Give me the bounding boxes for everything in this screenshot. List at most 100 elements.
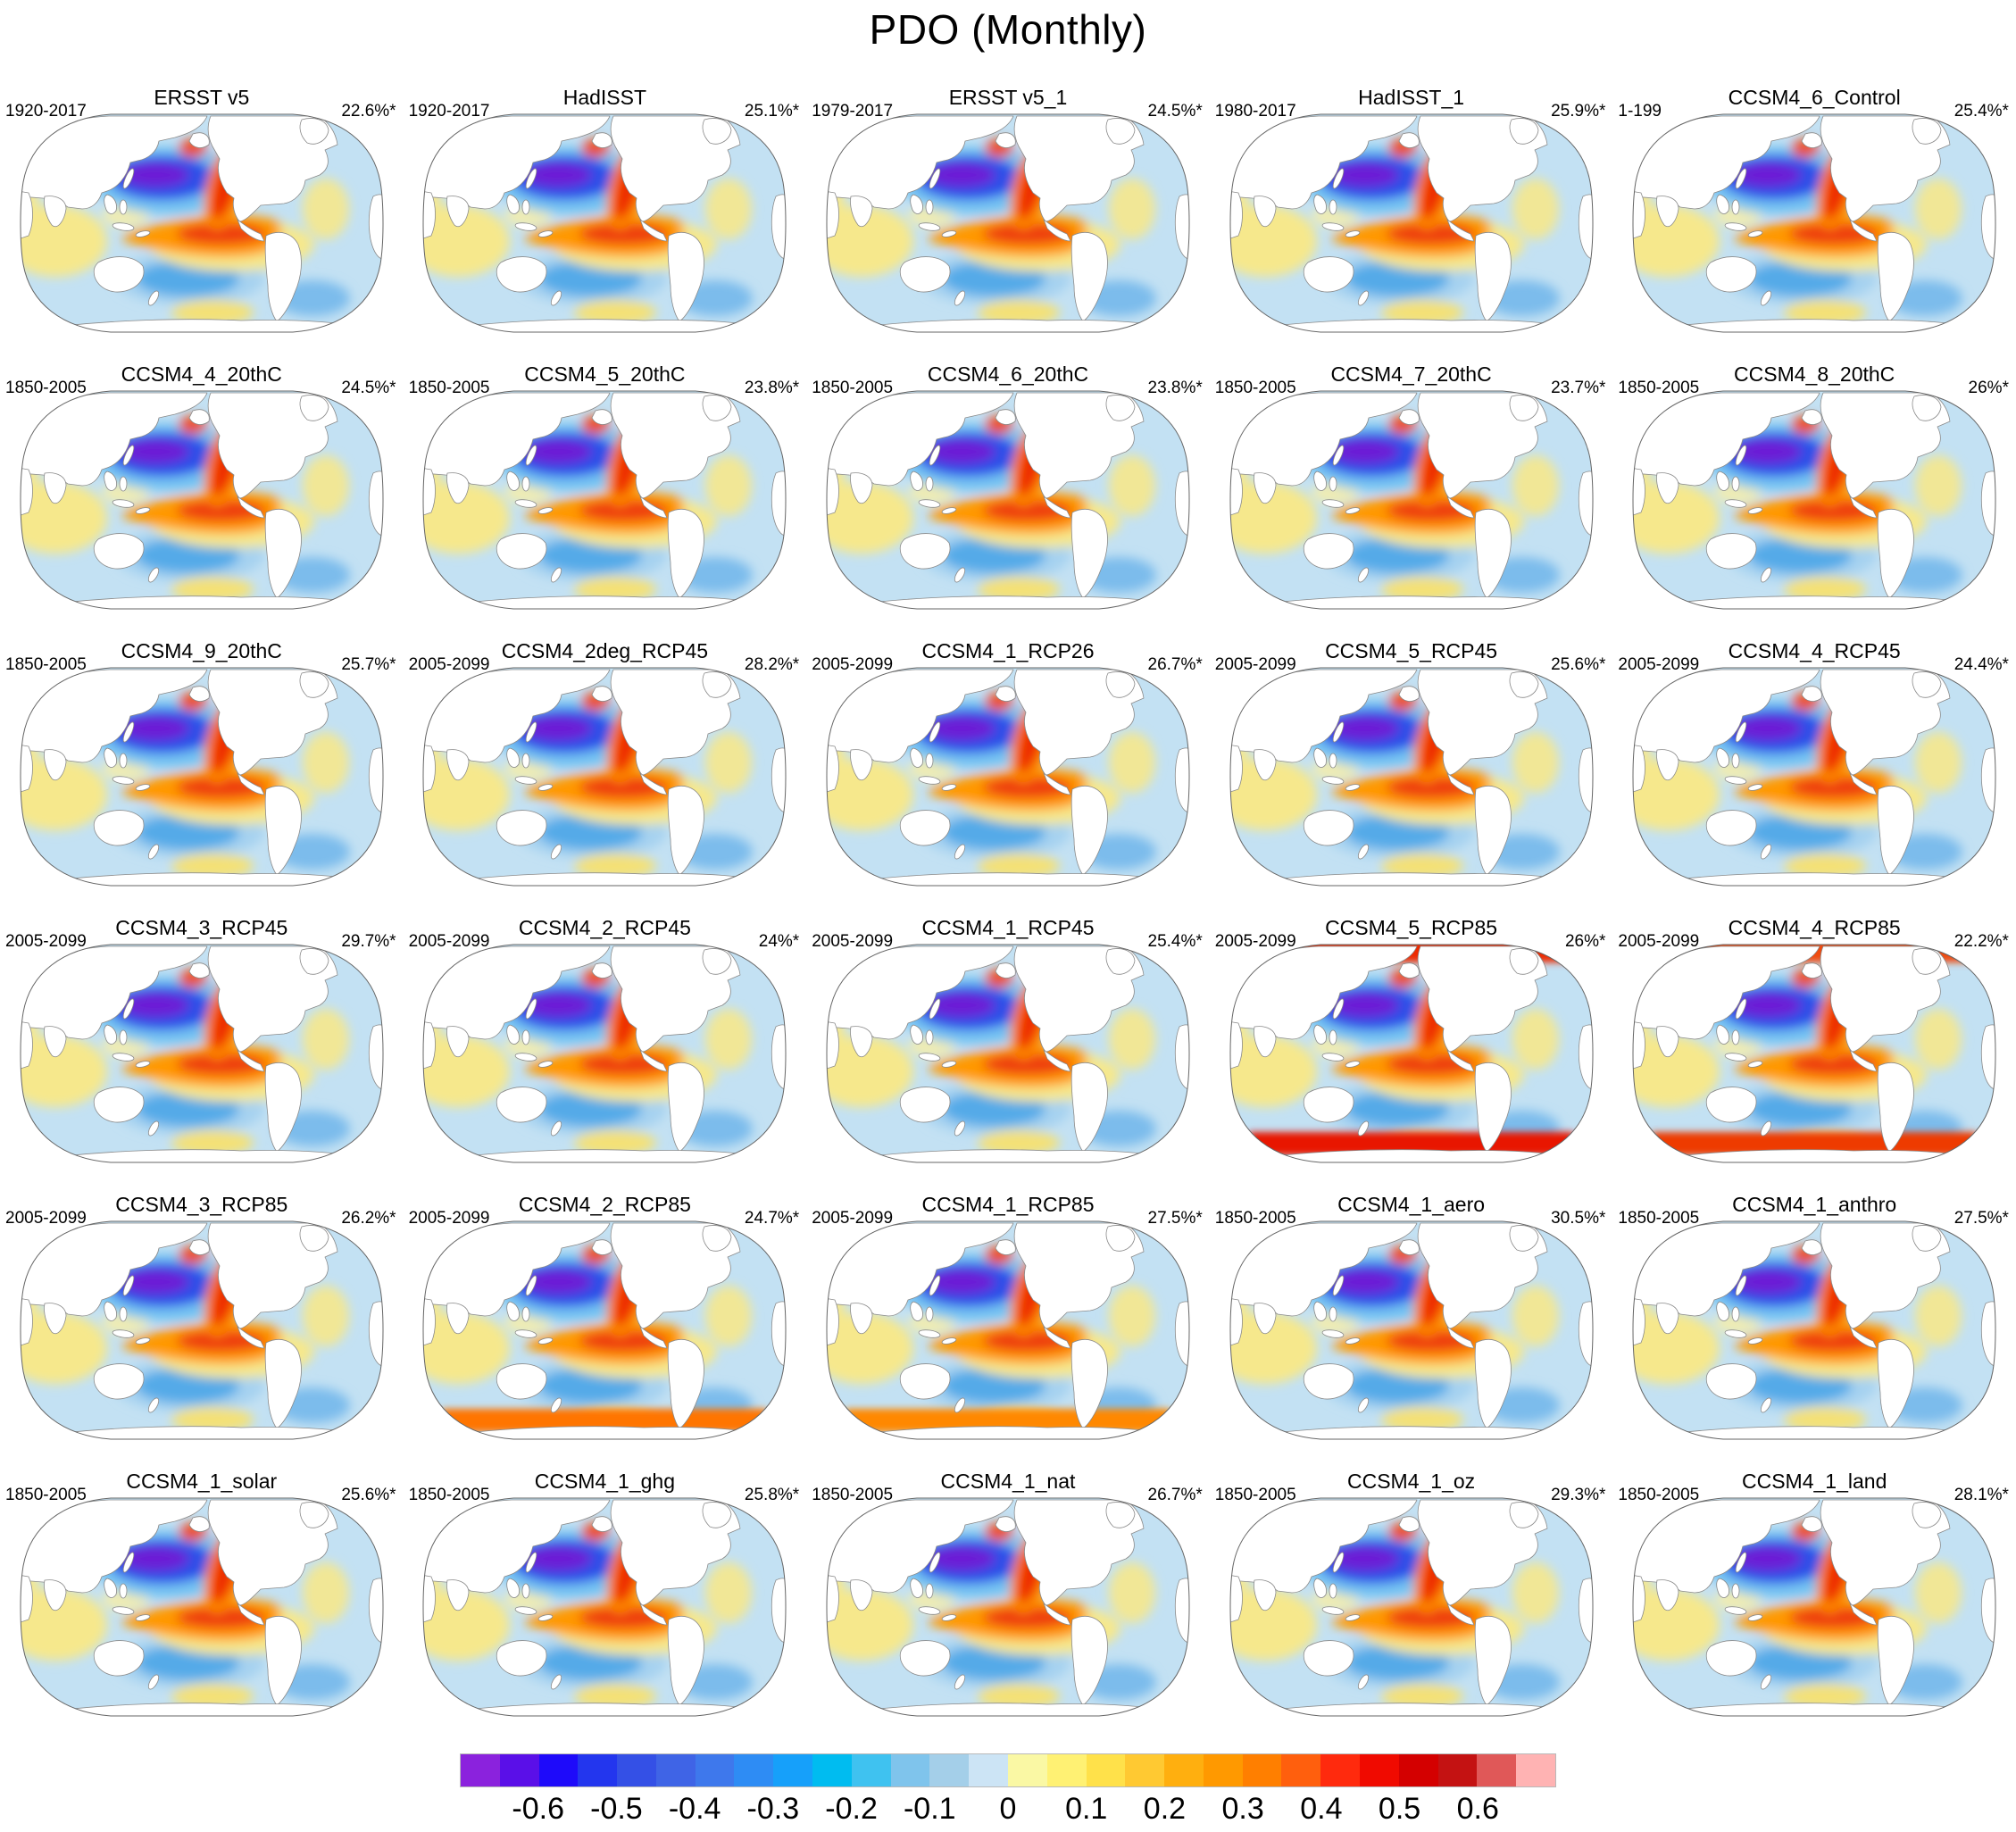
- panel-title: CCSM4_1_RCP45: [921, 916, 1095, 939]
- colorbar-segment: [1320, 1754, 1360, 1786]
- colorbar-segment: [461, 1754, 500, 1786]
- colorbar-tick-label: -0.4: [668, 1792, 721, 1826]
- world-map: [18, 662, 386, 891]
- panel-variance-label: 23.8%*: [1147, 379, 1203, 397]
- panel-variance-label: 22.2%*: [1954, 932, 2009, 951]
- colorbar-tick-label: -0.5: [590, 1792, 643, 1826]
- colorbar-segment: [1516, 1754, 1555, 1786]
- panel-period-label: 1850-2005: [1214, 379, 1296, 397]
- map-panel: CCSM4_6_20thC 1850-2005 23.8%*: [806, 337, 1210, 614]
- figure-title: PDO (Monthly): [869, 6, 1147, 53]
- colorbar-segment: [1398, 1754, 1438, 1786]
- map-panel: CCSM4_1_RCP26 2005-2099 26.7%*: [806, 614, 1210, 891]
- world-map: [18, 386, 386, 614]
- map-panel: CCSM4_5_20thC 1850-2005 23.8%*: [404, 337, 807, 614]
- panel-title: CCSM4_2_RCP45: [518, 916, 691, 939]
- panel-title: CCSM4_4_RCP45: [1728, 639, 1901, 662]
- panel-variance-label: 24%*: [758, 932, 800, 951]
- world-map: [18, 1493, 386, 1721]
- world-map: [824, 386, 1192, 614]
- panel-variance-label: 26.7%*: [1147, 1486, 1203, 1504]
- panel-period-label: 1850-2005: [5, 1486, 87, 1504]
- colorbar-swatches: [460, 1753, 1556, 1787]
- colorbar-segment: [890, 1754, 930, 1786]
- panel-period-label: 2005-2099: [1214, 655, 1296, 674]
- world-map: [1228, 1493, 1595, 1721]
- colorbar-segment: [1125, 1754, 1165, 1786]
- map-panel: CCSM4_3_RCP45 2005-2099 29.7%*: [0, 891, 404, 1168]
- panel-variance-label: 25.7%*: [341, 655, 396, 674]
- map-panel: CCSM4_1_anthro 1850-2005 27.5%*: [1612, 1168, 2016, 1445]
- world-map: [1630, 1216, 1998, 1445]
- panel-title: CCSM4_4_RCP85: [1728, 916, 1901, 939]
- panel-variance-label: 25.4%*: [1147, 932, 1203, 951]
- colorbar-tick-label: -0.2: [825, 1792, 878, 1826]
- panel-period-label: 2005-2099: [1618, 932, 1700, 951]
- panel-title: CCSM4_3_RCP45: [115, 916, 288, 939]
- map-panel: CCSM4_8_20thC 1850-2005 26%*: [1612, 337, 2016, 614]
- world-map: [1228, 939, 1595, 1168]
- panel-period-label: 2005-2099: [408, 655, 490, 674]
- colorbar-segment: [499, 1754, 539, 1786]
- map-panel: CCSM4_1_RCP45 2005-2099 25.4%*: [806, 891, 1210, 1168]
- world-map: [824, 109, 1192, 337]
- panel-title: CCSM4_9_20thC: [121, 639, 282, 662]
- colorbar-segment: [1242, 1754, 1282, 1786]
- colorbar-segment: [969, 1754, 1008, 1786]
- panel-period-label: 1850-2005: [408, 1486, 490, 1504]
- panel-variance-label: 25.6%*: [1551, 655, 1606, 674]
- panel-variance-label: 28.1%*: [1954, 1486, 2009, 1504]
- panel-variance-label: 22.6%*: [341, 102, 396, 121]
- colorbar-segment: [812, 1754, 852, 1786]
- panel-variance-label: 27.5%*: [1954, 1209, 2009, 1228]
- colorbar-tick-label: -0.1: [903, 1792, 956, 1826]
- world-map: [1630, 1493, 1998, 1721]
- panel-variance-label: 29.3%*: [1551, 1486, 1606, 1504]
- panel-variance-label: 26.2%*: [341, 1209, 396, 1228]
- panel-title: CCSM4_6_20thC: [927, 362, 1089, 386]
- world-map: [1228, 386, 1595, 614]
- map-panel: HadISST_1 1980-2017 25.9%*: [1210, 61, 1613, 337]
- panel-variance-label: 25.4%*: [1954, 102, 2009, 121]
- world-map: [18, 109, 386, 337]
- panel-period-label: 1850-2005: [5, 655, 87, 674]
- panel-variance-label: 24.7%*: [744, 1209, 800, 1228]
- panel-period-label: 2005-2099: [5, 932, 87, 951]
- panel-title: ERSST v5: [154, 86, 250, 109]
- panel-variance-label: 26%*: [1564, 932, 1606, 951]
- figure-page: { "title": "PDO (Monthly)", "chart_data"…: [0, 5, 2016, 1829]
- map-panel: CCSM4_1_nat 1850-2005 26.7%*: [806, 1445, 1210, 1721]
- map-panel: CCSM4_2deg_RCP45 2005-2099 28.2%*: [404, 614, 807, 891]
- colorbar-segment: [734, 1754, 774, 1786]
- panel-variance-label: 25.9%*: [1551, 102, 1606, 121]
- panel-title: ERSST v5_1: [948, 86, 1068, 109]
- map-panel: CCSM4_1_ghg 1850-2005 25.8%*: [404, 1445, 807, 1721]
- panel-title: CCSM4_1_oz: [1346, 1470, 1476, 1493]
- colorbar-segment: [773, 1754, 813, 1786]
- panel-title: CCSM4_4_20thC: [121, 362, 282, 386]
- map-panel: CCSM4_1_solar 1850-2005 25.6%*: [0, 1445, 404, 1721]
- colorbar-tick-label: 0.5: [1378, 1792, 1421, 1826]
- panel-period-label: 2005-2099: [408, 932, 490, 951]
- panel-title: HadISST_1: [1358, 86, 1465, 109]
- panel-title: CCSM4_1_ghg: [534, 1470, 676, 1493]
- colorbar-tick-label: 0.1: [1065, 1792, 1108, 1826]
- colorbar-segment: [1086, 1754, 1126, 1786]
- map-panel: CCSM4_2_RCP85 2005-2099 24.7%*: [404, 1168, 807, 1445]
- colorbar-segment: [1281, 1754, 1321, 1786]
- panel-period-label: 2005-2099: [1214, 932, 1296, 951]
- panel-period-label: 1850-2005: [1618, 1486, 1700, 1504]
- world-map: [421, 109, 788, 337]
- panel-variance-label: 23.8%*: [744, 379, 800, 397]
- panel-title: CCSM4_5_RCP45: [1325, 639, 1498, 662]
- panel-variance-label: 30.5%*: [1551, 1209, 1606, 1228]
- colorbar-segment: [1477, 1754, 1517, 1786]
- map-panel: ERSST v5 1920-2017 22.6%*: [0, 61, 404, 337]
- world-map: [824, 1216, 1192, 1445]
- panel-variance-label: 28.2%*: [744, 655, 800, 674]
- world-map: [824, 1493, 1192, 1721]
- world-map: [18, 1216, 386, 1445]
- map-panel: ERSST v5_1 1979-2017 24.5%*: [806, 61, 1210, 337]
- panel-period-label: 1850-2005: [812, 379, 894, 397]
- colorbar-segment: [617, 1754, 656, 1786]
